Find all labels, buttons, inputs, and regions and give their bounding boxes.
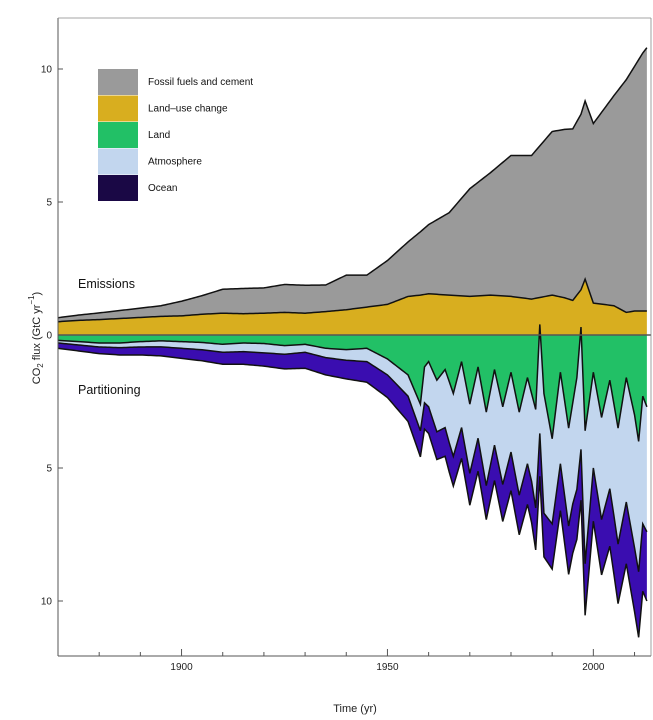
legend-swatch [98, 175, 138, 201]
outline-atmosphere-bottom [57, 342, 648, 572]
x-axis-title: Time (yr) [333, 703, 377, 715]
y-tick-label: 10 [41, 65, 53, 76]
outline-land-use-top [57, 276, 647, 323]
y-axis-title: CO2 flux (GtC yr−1) [27, 292, 45, 384]
legend-label: Fossil fuels and cement [148, 77, 253, 88]
outline-land-bottom [57, 324, 648, 442]
y-axis-title-rest: flux (GtC yr [31, 304, 43, 363]
legend-swatch [98, 122, 138, 148]
y-ticks: 10 5 0 5 10 [41, 65, 63, 608]
legend-swatch [98, 95, 138, 122]
legend-label: Land–use change [148, 104, 228, 115]
annotation-partitioning: Partitioning [78, 383, 141, 397]
area-ocean [58, 342, 647, 638]
y-axis-title-sup: −1 [27, 295, 36, 305]
area-atmosphere [58, 324, 647, 572]
y-axis-title-sub: 2 [36, 363, 45, 368]
x-ticks: 1900 1950 2000 [98, 649, 636, 673]
y-tick-label: 5 [46, 198, 52, 209]
legend-label: Land [148, 130, 170, 141]
outline-ocean-bottom [57, 347, 648, 638]
legend-label: Atmosphere [148, 157, 202, 168]
outline-fossil-top [57, 47, 648, 319]
annotation-emissions: Emissions [78, 277, 135, 291]
area-layers [57, 47, 648, 638]
legend-label: Ocean [148, 183, 177, 194]
y-axis-title-close: ) [31, 292, 43, 296]
y-axis-title-base: CO [31, 367, 43, 384]
x-tick-label: 1950 [376, 662, 399, 673]
y-tick-label: 5 [46, 464, 52, 475]
y-tick-label: 0 [46, 331, 52, 342]
area-land-use-change [58, 279, 647, 335]
y-tick-label: 10 [41, 597, 53, 608]
x-tick-label: 1900 [170, 662, 193, 673]
legend-swatch [98, 148, 138, 175]
area-land [58, 324, 647, 442]
legend-swatch [98, 69, 138, 95]
area-fossil-fuels [58, 47, 647, 322]
x-tick-label: 2000 [582, 662, 605, 673]
legend: Fossil fuels and cement Land–use change La… [98, 69, 253, 201]
